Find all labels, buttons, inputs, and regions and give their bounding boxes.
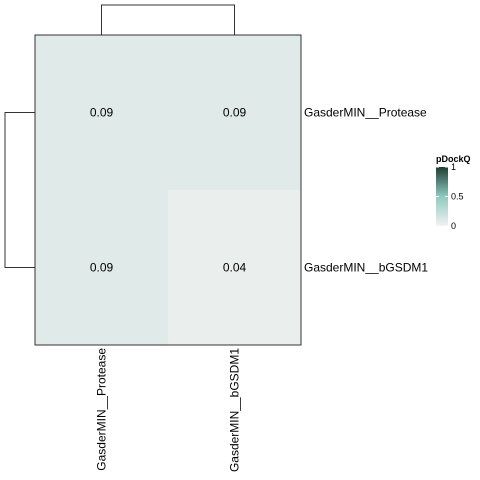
cell-value-labels: 0.09 0.09 0.09 0.04 — [90, 106, 247, 275]
column-label: GasderMIN__bGSDM1 — [228, 348, 242, 472]
column-dendrogram — [101, 4, 235, 35]
heatmap-cell — [35, 190, 168, 345]
heatmap-cells — [35, 35, 301, 345]
column-labels: GasderMIN__Protease GasderMIN__bGSDM1 — [95, 348, 242, 472]
cell-value-label: 0.09 — [90, 106, 114, 120]
cell-value-label: 0.09 — [90, 261, 114, 275]
row-label: GasderMIN__bGSDM1 — [304, 261, 428, 275]
row-label: GasderMIN__Protease — [304, 106, 427, 120]
row-labels: GasderMIN__Protease GasderMIN__bGSDM1 — [304, 106, 428, 275]
legend-tick-label: 0 — [451, 221, 456, 231]
legend-ticks: 10.50 — [436, 162, 464, 231]
dendrograms — [4, 4, 235, 268]
legend-title: pDockQ — [436, 154, 471, 164]
legend-colorbar — [436, 167, 448, 226]
legend-tick-label: 1 — [451, 162, 456, 172]
cell-value-label: 0.04 — [223, 261, 247, 275]
legend-tick-label: 0.5 — [451, 192, 464, 202]
heatmap-cell — [168, 190, 301, 345]
cell-value-label: 0.09 — [223, 106, 247, 120]
heatmap-cell — [35, 35, 168, 190]
row-dendrogram — [4, 112, 35, 268]
heatmap-cell — [168, 35, 301, 190]
color-legend: pDockQ 10.50 — [436, 154, 471, 231]
column-label: GasderMIN__Protease — [95, 348, 109, 471]
heatmap-border — [34, 34, 302, 346]
